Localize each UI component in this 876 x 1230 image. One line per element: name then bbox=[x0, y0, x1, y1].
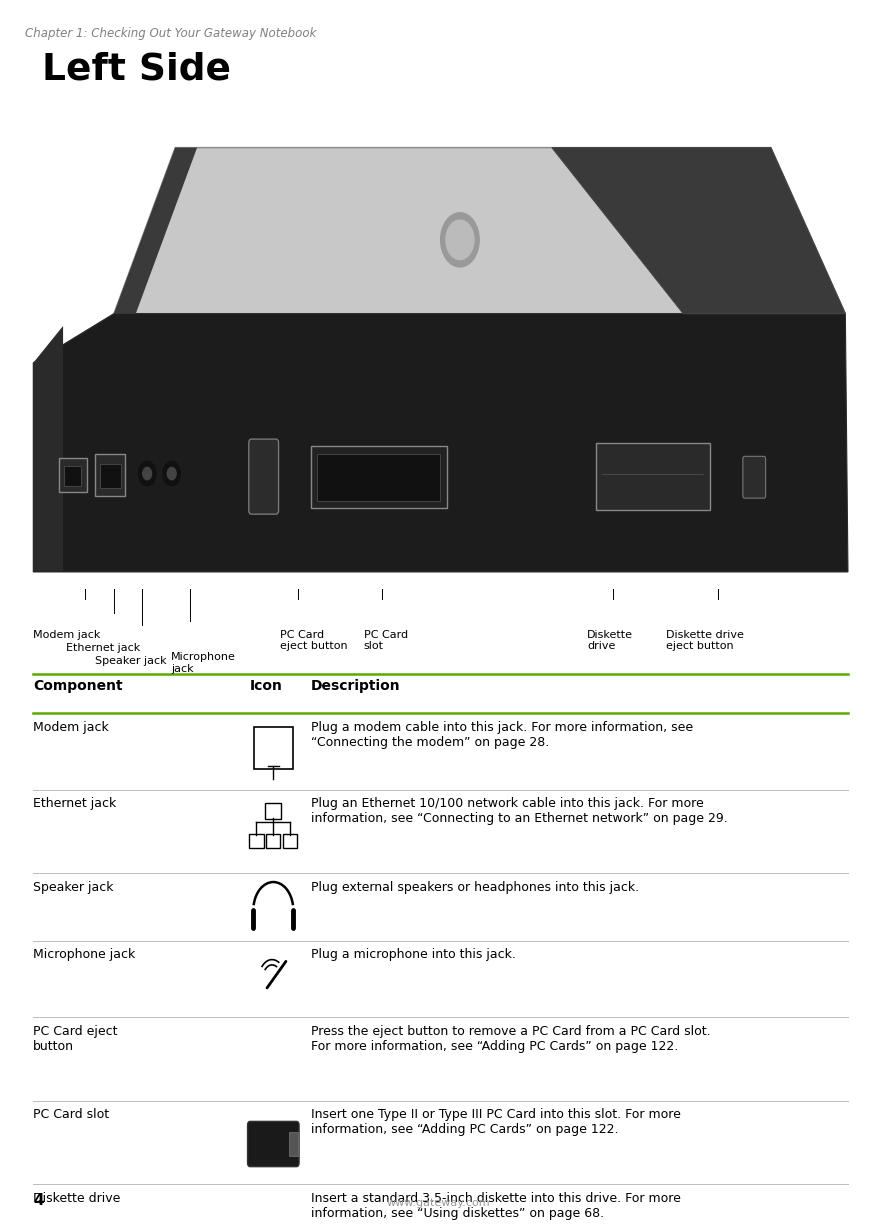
Polygon shape bbox=[33, 326, 63, 572]
FancyBboxPatch shape bbox=[311, 446, 447, 508]
FancyBboxPatch shape bbox=[100, 464, 121, 488]
Text: Diskette drive
eject button: Diskette drive eject button bbox=[666, 630, 744, 652]
Text: Insert a standard 3.5-inch diskette into this drive. For more
information, see “: Insert a standard 3.5-inch diskette into… bbox=[311, 1192, 681, 1220]
Text: Speaker jack: Speaker jack bbox=[33, 881, 114, 894]
FancyBboxPatch shape bbox=[743, 456, 766, 498]
Text: Description: Description bbox=[311, 679, 400, 692]
FancyBboxPatch shape bbox=[59, 458, 87, 492]
Polygon shape bbox=[114, 148, 845, 314]
Text: Modem jack: Modem jack bbox=[33, 630, 101, 640]
FancyBboxPatch shape bbox=[64, 466, 81, 486]
FancyBboxPatch shape bbox=[317, 454, 440, 501]
Text: Microphone
jack: Microphone jack bbox=[171, 652, 236, 674]
FancyBboxPatch shape bbox=[248, 1122, 299, 1166]
Text: Component: Component bbox=[33, 679, 123, 692]
Circle shape bbox=[167, 467, 176, 480]
Text: Diskette drive: Diskette drive bbox=[33, 1192, 121, 1205]
Text: Ethernet jack: Ethernet jack bbox=[33, 797, 117, 811]
Polygon shape bbox=[33, 314, 848, 572]
Text: 4: 4 bbox=[33, 1193, 44, 1208]
Text: Microphone jack: Microphone jack bbox=[33, 948, 136, 962]
Text: Plug external speakers or headphones into this jack.: Plug external speakers or headphones int… bbox=[311, 881, 639, 894]
Text: PC Card
slot: PC Card slot bbox=[364, 630, 407, 652]
Text: PC Card eject
button: PC Card eject button bbox=[33, 1025, 117, 1053]
Circle shape bbox=[441, 213, 479, 267]
Text: Press the eject button to remove a PC Card from a PC Card slot.
For more informa: Press the eject button to remove a PC Ca… bbox=[311, 1025, 710, 1053]
Text: Left Side: Left Side bbox=[42, 52, 231, 87]
Polygon shape bbox=[552, 148, 845, 314]
FancyBboxPatch shape bbox=[249, 439, 279, 514]
Text: Icon: Icon bbox=[250, 679, 283, 692]
Text: Plug a modem cable into this jack. For more information, see
“Connecting the mod: Plug a modem cable into this jack. For m… bbox=[311, 721, 693, 749]
Text: Plug a microphone into this jack.: Plug a microphone into this jack. bbox=[311, 948, 516, 962]
Circle shape bbox=[138, 461, 156, 486]
Text: Plug an Ethernet 10/100 network cable into this jack. For more
information, see : Plug an Ethernet 10/100 network cable in… bbox=[311, 797, 728, 825]
Text: Diskette
drive: Diskette drive bbox=[587, 630, 633, 652]
Text: Insert one Type II or Type III PC Card into this slot. For more
information, see: Insert one Type II or Type III PC Card i… bbox=[311, 1108, 681, 1137]
Text: PC Card slot: PC Card slot bbox=[33, 1108, 109, 1122]
Text: Modem jack: Modem jack bbox=[33, 721, 109, 734]
Text: Chapter 1: Checking Out Your Gateway Notebook: Chapter 1: Checking Out Your Gateway Not… bbox=[25, 27, 316, 41]
FancyBboxPatch shape bbox=[596, 443, 710, 510]
Text: PC Card
eject button: PC Card eject button bbox=[280, 630, 348, 652]
Circle shape bbox=[446, 220, 474, 260]
Circle shape bbox=[163, 461, 180, 486]
Text: Ethernet jack: Ethernet jack bbox=[66, 643, 140, 653]
Circle shape bbox=[143, 467, 152, 480]
FancyBboxPatch shape bbox=[95, 454, 125, 496]
Text: Speaker jack: Speaker jack bbox=[95, 656, 166, 665]
Polygon shape bbox=[114, 148, 197, 314]
FancyBboxPatch shape bbox=[33, 141, 848, 584]
Text: www.gateway.com: www.gateway.com bbox=[386, 1198, 490, 1208]
FancyBboxPatch shape bbox=[289, 1132, 299, 1156]
